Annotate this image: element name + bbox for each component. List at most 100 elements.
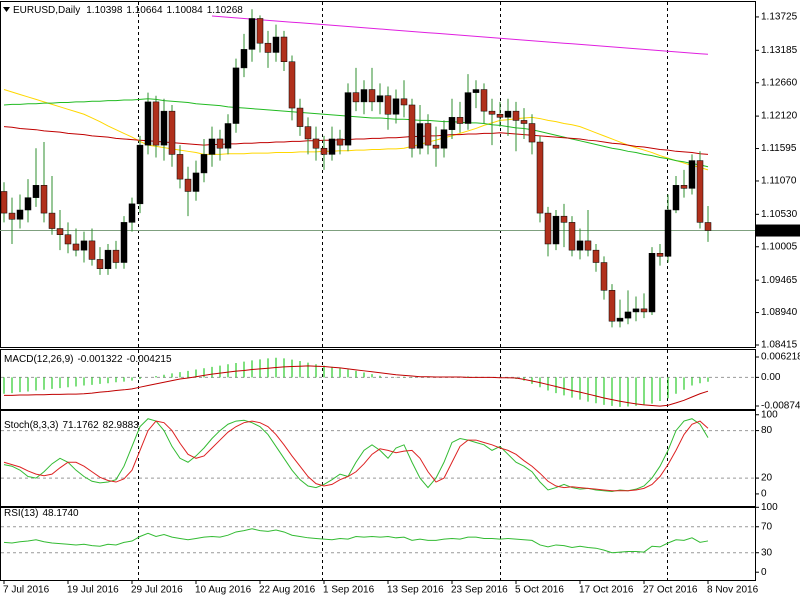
candle-body (328, 138, 336, 155)
candle-body (448, 117, 456, 130)
candle-body (104, 249, 112, 269)
candle-body (576, 240, 584, 251)
candle-body (640, 308, 648, 313)
y-tick-label: 1.09465 (761, 275, 798, 286)
candle-body (240, 49, 248, 69)
candle-body (176, 154, 184, 180)
candle-body (696, 160, 704, 223)
y-tick-label: 1.12120 (761, 111, 798, 122)
candle-body (424, 123, 432, 146)
candle-body (272, 36, 280, 53)
candle-body (592, 249, 600, 263)
candle-body (568, 222, 576, 251)
y-tick-label: 1.11595 (761, 143, 797, 154)
y-tick-label: 70 (761, 521, 773, 532)
candle-body (560, 215, 568, 223)
candle-body (536, 141, 544, 214)
month-separators (138, 2, 668, 580)
candle-body (168, 110, 176, 155)
stoch-header: Stoch(8,3,3) 71.1762 82.9883 (4, 420, 139, 431)
open: 1.10398 (86, 5, 123, 16)
candle-body (288, 61, 296, 109)
candle-body (0, 191, 8, 214)
candle-body (544, 212, 552, 245)
candle-body (368, 89, 376, 103)
x-tick-label: 22 Aug 2016 (259, 585, 316, 596)
stoch-main: 71.1762 (62, 420, 99, 431)
x-tick-label: 19 Jul 2016 (67, 585, 119, 596)
candle-body (392, 98, 400, 115)
candle-body (56, 228, 64, 235)
candle-body (112, 249, 120, 263)
candle-body (32, 185, 40, 198)
y-tick-label: 1.10005 (761, 241, 798, 252)
y-tick-label: 1.13185 (761, 45, 798, 56)
x-tick-label: 29 Jul 2016 (131, 585, 183, 596)
candle-body (616, 317, 624, 322)
candle-body (136, 144, 144, 205)
candle-body (96, 259, 104, 269)
candle-body (264, 42, 272, 53)
y-tick-label: 30 (761, 547, 773, 558)
candle-body (40, 185, 48, 214)
candle-body (64, 234, 72, 245)
candle-body (304, 126, 312, 140)
candle-body (400, 98, 408, 106)
y-tick-label: 100 (761, 502, 778, 513)
candle-body (128, 203, 136, 223)
x-tick-label: 7 Jul 2016 (3, 585, 50, 596)
y-tick-label: 100 (761, 409, 778, 420)
candle-body (8, 212, 16, 220)
rsi-value: 48.1740 (42, 508, 79, 519)
menu-triangle[interactable] (3, 7, 10, 12)
moving-average (211, 15, 709, 55)
y-tick-label: 0.006218 (761, 352, 800, 363)
candle-body (296, 107, 304, 127)
candle-body (632, 308, 640, 313)
candle-body (608, 290, 616, 322)
candle-body (208, 138, 216, 155)
candle-body (376, 95, 384, 103)
moving-average (3, 89, 709, 171)
rsi-header: RSI(13) 48.1740 (4, 508, 79, 519)
y-tick-label: 1.10530 (761, 209, 798, 220)
y-tick-label: 80 (761, 425, 773, 436)
candle-body (360, 89, 368, 103)
macd-value: -0.001322 (77, 354, 122, 365)
x-tick-label: 23 Sep 2016 (451, 585, 508, 596)
candle-body (584, 240, 592, 251)
candle-body (248, 18, 256, 50)
candle-body (496, 113, 504, 118)
price-tag (756, 224, 800, 237)
x-tick-label: 1 Sep 2016 (323, 585, 375, 596)
candle-body (72, 243, 80, 251)
candle-body (440, 129, 448, 149)
low: 1.10084 (167, 5, 204, 16)
x-tick-label: 27 Oct 2016 (643, 585, 698, 596)
x-tick-label: 17 Oct 2016 (579, 585, 634, 596)
panel (0, 1, 756, 348)
candle-body (416, 123, 424, 149)
candle-body (192, 172, 200, 192)
candle-body (280, 36, 288, 62)
x-tick-label: 10 Aug 2016 (195, 585, 252, 596)
candle-body (256, 18, 264, 44)
moving-average (3, 98, 709, 168)
candle-body (488, 110, 496, 115)
y-tick-label: 1.08415 (761, 340, 798, 351)
close: 1.10268 (207, 5, 244, 16)
candle-body (24, 197, 32, 211)
y-tick-label: 20 (761, 473, 773, 484)
signal-value: -0.004215 (127, 354, 172, 365)
candle-body (384, 95, 392, 115)
candle-body (680, 185, 688, 189)
candle-body (672, 185, 680, 211)
stoch-signal: 82.9883 (103, 420, 140, 431)
macd-header: MACD(12,26,9) -0.001322 -0.004215 (4, 354, 172, 365)
candle-body (216, 138, 224, 149)
candle-body (312, 138, 320, 149)
candle-body (80, 240, 88, 251)
candle-body (432, 144, 440, 149)
y-tick-label: -0.008742 (761, 401, 800, 412)
